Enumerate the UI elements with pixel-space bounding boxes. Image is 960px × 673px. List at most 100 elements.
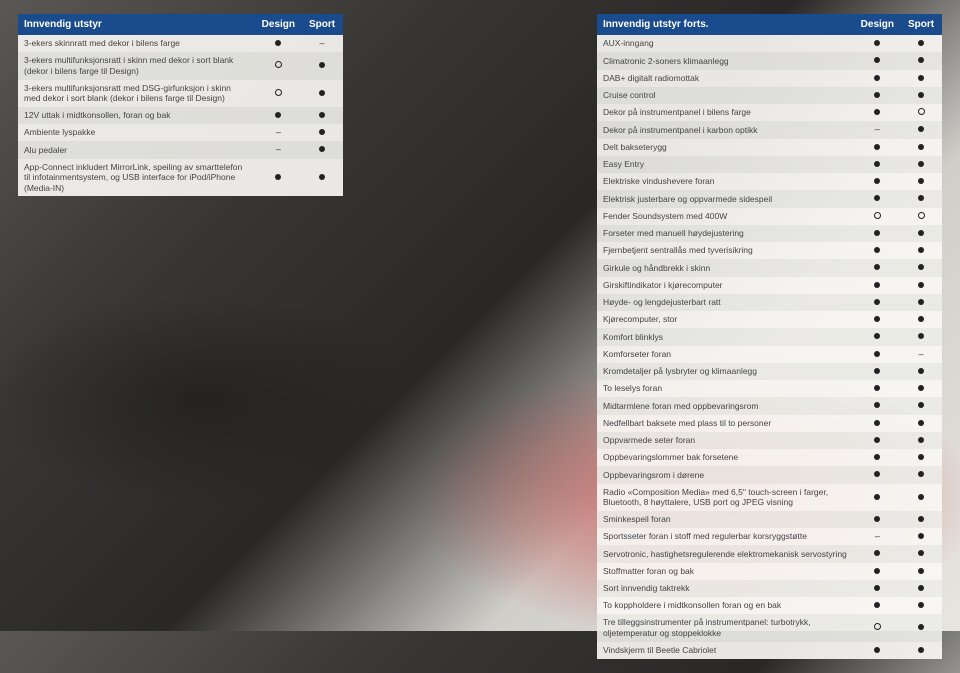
row-mark [900,87,942,104]
row-description: 3-ekers skinnratt med dekor i bilens far… [18,35,256,52]
table-row: App-Connect inkludert MirrorLink, speili… [18,159,343,197]
row-mark [900,225,942,242]
row-description: Climatronic 2-soners klimaanlegg [597,52,855,69]
row-mark [900,70,942,87]
row-description: Fender Soundsystem med 400W [597,208,855,225]
table-row: Servotronic, hastighetsregulerende elekt… [597,545,942,562]
circle-filled-icon [319,144,325,154]
circle-filled-icon [874,383,880,393]
circle-filled-icon [918,38,924,48]
circle-filled-icon [319,110,325,120]
row-description: Radio «Composition Media» med 6,5" touch… [597,484,855,511]
circle-filled-icon [874,418,880,428]
row-mark [855,35,900,52]
table-row: Forseter med manuell høydejustering [597,225,942,242]
row-mark [900,294,942,311]
dash-icon [875,531,880,541]
circle-filled-icon [874,583,880,593]
circle-open-icon [275,88,282,98]
circle-filled-icon [874,159,880,169]
circle-filled-icon [874,514,880,524]
circle-open-icon [275,60,282,70]
circle-filled-icon [275,172,281,182]
circle-filled-icon [874,645,880,655]
row-mark [900,415,942,432]
row-description: Cruise control [597,87,855,104]
row-mark [900,545,942,562]
circle-filled-icon [874,435,880,445]
row-description: 3-ekers multifunksjonsratt med DSG-girfu… [18,80,256,107]
table-row: Sort innvendig taktrekk [597,580,942,597]
circle-filled-icon [874,492,880,502]
row-mark [855,597,900,614]
row-description: Oppvarmede seter foran [597,432,855,449]
circle-filled-icon [918,262,924,272]
circle-filled-icon [874,262,880,272]
circle-filled-icon [918,245,924,255]
row-mark [256,35,301,52]
circle-filled-icon [918,566,924,576]
circle-filled-icon [874,566,880,576]
row-mark [900,449,942,466]
row-description: 3-ekers multifunksjonsratt i skinn med d… [18,52,256,79]
row-mark [855,545,900,562]
row-mark [855,242,900,259]
row-mark [900,139,942,156]
circle-open-icon [874,211,881,221]
circle-filled-icon [918,55,924,65]
circle-filled-icon [918,492,924,502]
row-mark [256,52,301,79]
row-mark [900,397,942,414]
circle-filled-icon [918,418,924,428]
row-description: Høyde- og lengdejusterbart ratt [597,294,855,311]
table-row: Tre tilleggsinstrumenter på instrumentpa… [597,614,942,641]
circle-filled-icon [918,435,924,445]
circle-filled-icon [874,400,880,410]
row-description: To leselys foran [597,380,855,397]
circle-filled-icon [918,548,924,558]
row-description: Dekor på instrumentpanel i bilens farge [597,104,855,121]
circle-filled-icon [918,600,924,610]
row-mark [900,328,942,345]
circle-filled-icon [918,297,924,307]
row-mark [900,466,942,483]
circle-filled-icon [275,38,281,48]
row-mark [256,141,301,158]
table-row: Komforseter foran [597,346,942,363]
table-row: Delt bakseterygg [597,139,942,156]
row-mark [855,432,900,449]
row-description: Komfort blinklys [597,328,855,345]
row-description: Midtarmlene foran med oppbevaringsrom [597,397,855,414]
row-mark [855,346,900,363]
table-row: Easy Entry [597,156,942,173]
row-mark [256,107,301,124]
row-mark [855,52,900,69]
circle-filled-icon [874,193,880,203]
row-mark [900,642,942,659]
circle-filled-icon [918,366,924,376]
row-mark [855,563,900,580]
row-mark [855,156,900,173]
row-description: Kjørecomputer, stor [597,311,855,328]
circle-filled-icon [874,55,880,65]
row-mark [256,159,301,197]
row-mark [855,104,900,121]
row-mark [855,580,900,597]
row-mark [900,277,942,294]
header-col-design: Design [855,14,900,35]
row-description: Dekor på instrumentpanel i karbon optikk [597,121,855,138]
table-row: 3-ekers multifunksjonsratt i skinn med d… [18,52,343,79]
row-mark [900,363,942,380]
row-description: Delt bakseterygg [597,139,855,156]
row-description: Fjernbetjent sentrallås med tyverisikrin… [597,242,855,259]
row-mark [900,156,942,173]
row-mark [900,35,942,52]
circle-filled-icon [874,280,880,290]
circle-filled-icon [918,331,924,341]
circle-filled-icon [874,107,880,117]
right-panel: Innvendig utstyr forts. Design Sport AUX… [597,14,942,659]
row-mark [855,277,900,294]
circle-filled-icon [319,60,325,70]
row-mark [855,380,900,397]
row-description: Alu pedaler [18,141,256,158]
